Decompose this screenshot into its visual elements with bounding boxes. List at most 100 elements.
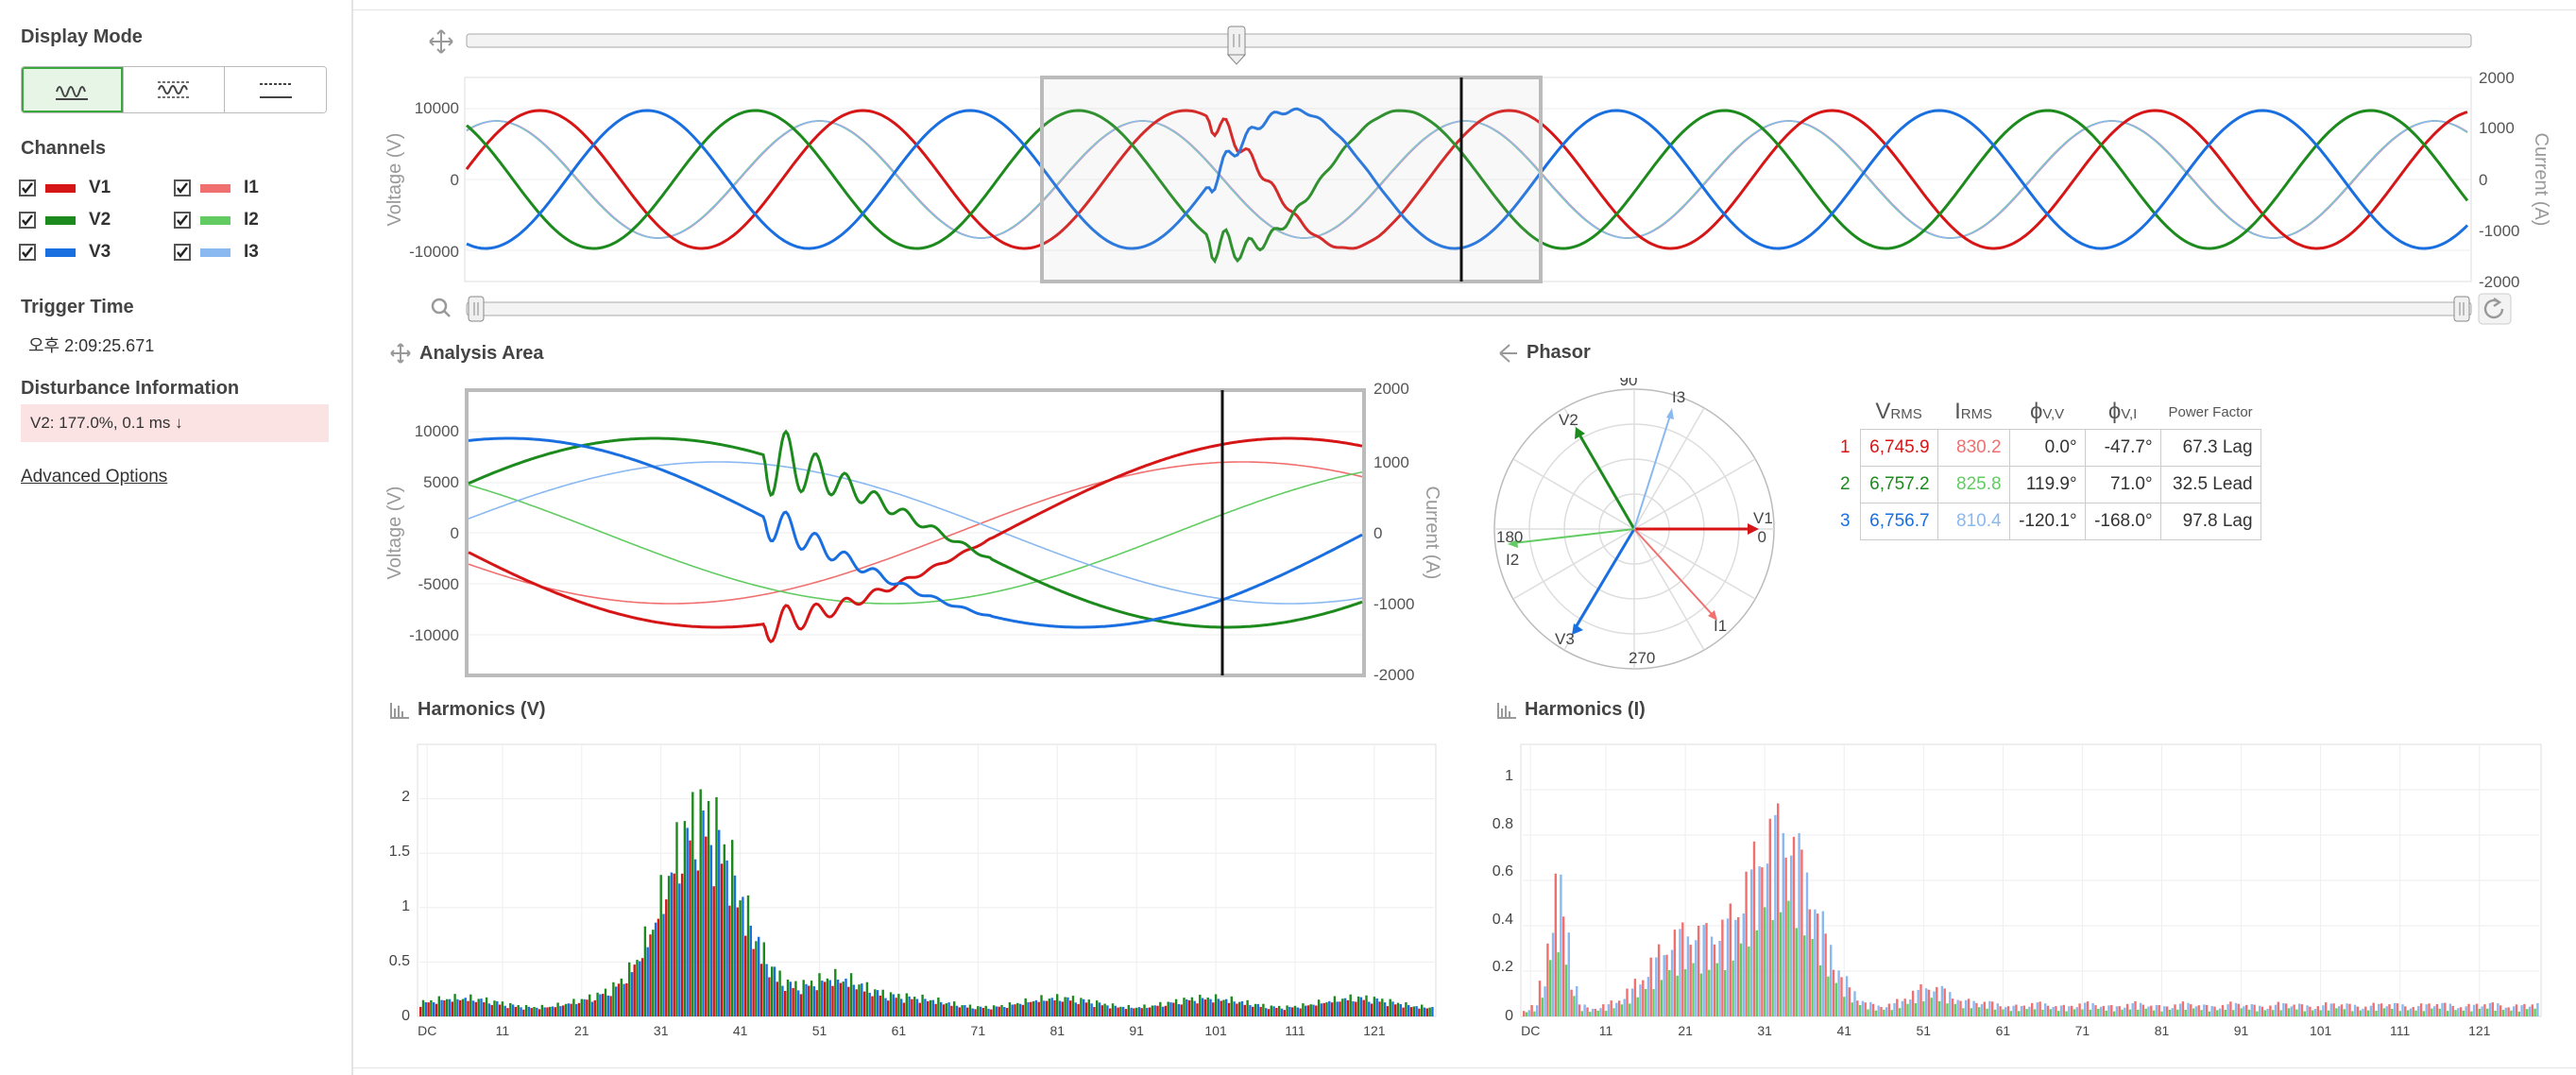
phasor-vector-i3 — [1633, 415, 1671, 530]
zoom-slider-right-handle[interactable] — [2453, 296, 2470, 322]
harmonic-bar — [520, 1007, 522, 1016]
harmonic-bar — [1814, 909, 1817, 1016]
irms-header: IRMS — [1954, 399, 1993, 424]
move-icon[interactable] — [429, 29, 453, 54]
harmonic-bar — [1071, 996, 1075, 1016]
harmonic-bar — [1936, 986, 1938, 1016]
rms-mode-button[interactable] — [123, 67, 226, 112]
harmonics-i-y-tick: 0 — [1505, 1008, 1513, 1024]
checkbox-checked-icon[interactable] — [174, 212, 191, 229]
harmonic-bar — [1657, 944, 1661, 1016]
harmonic-bar — [792, 987, 794, 1016]
position-slider-handle[interactable] — [1226, 26, 1247, 65]
harmonic-bar — [823, 981, 827, 1016]
overview-waveform-panel: 10000 0 -10000 2000 1000 0 -1000 -2000 V… — [384, 26, 2551, 325]
harmonic-bar — [2422, 1011, 2426, 1016]
harmonic-bar — [1306, 1005, 1310, 1016]
phasor-angle-label: 90 — [1620, 378, 1638, 389]
harmonic-bar — [652, 930, 655, 1016]
harmonic-x-tick: 51 — [812, 1023, 827, 1038]
harmonic-bar — [2208, 1011, 2211, 1016]
harmonic-bar — [2213, 1006, 2216, 1016]
harmonic-bar — [1336, 1001, 1339, 1016]
zoom-slider-left-handle[interactable] — [468, 296, 485, 322]
channel-i2[interactable]: I2 — [174, 210, 259, 230]
harmonic-bar — [514, 1006, 518, 1016]
harmonic-bar — [834, 968, 837, 1016]
overview-y-left-tick: 0 — [451, 171, 459, 189]
harmonic-bar — [876, 990, 879, 1016]
harmonic-bar — [1604, 1011, 1608, 1016]
harmonic-bar — [1087, 999, 1090, 1016]
harmonic-bar — [1567, 932, 1570, 1016]
harmonic-bar — [2160, 1011, 2163, 1016]
harmonic-bar — [2385, 1006, 2388, 1016]
checkbox-checked-icon[interactable] — [174, 244, 191, 261]
analysis-y-right-tick: -2000 — [1373, 666, 1414, 684]
table-mode-button[interactable] — [225, 67, 326, 112]
reset-zoom-icon[interactable] — [2478, 293, 2512, 325]
waveform-mode-button[interactable] — [22, 67, 124, 112]
color-swatch — [200, 183, 230, 193]
harmonic-bar — [2300, 1004, 2304, 1016]
harmonic-bar — [2491, 1002, 2494, 1016]
channel-v2[interactable]: V2 — [19, 210, 111, 230]
harmonic-x-tick: 61 — [892, 1023, 907, 1038]
harmonic-bar — [556, 1002, 559, 1016]
harmonic-bar — [1986, 1008, 1988, 1016]
channel-v1[interactable]: V1 — [19, 178, 111, 198]
harmonic-bar — [2391, 1009, 2394, 1016]
color-swatch — [45, 247, 76, 257]
harmonic-bar — [1821, 911, 1824, 1016]
harmonic-bar — [1230, 996, 1233, 1016]
channel-i3[interactable]: I3 — [174, 242, 259, 263]
harmonic-bar — [892, 994, 895, 1016]
harmonic-x-tick: 21 — [574, 1023, 589, 1038]
checkbox-checked-icon[interactable] — [19, 212, 36, 229]
harmonic-bar — [821, 981, 824, 1016]
harmonic-bar — [1180, 1004, 1183, 1016]
harmonic-bar — [1737, 917, 1740, 1016]
harmonic-bar — [2031, 1002, 2034, 1016]
harmonic-bar — [2312, 1010, 2314, 1016]
harmonic-bar — [1356, 996, 1360, 1016]
checkbox-checked-icon[interactable] — [19, 179, 36, 196]
harmonic-bar — [958, 1007, 961, 1016]
phi-vv-value: 119.9° — [2008, 466, 2086, 503]
harmonic-bar — [705, 836, 708, 1016]
harmonic-bar — [2086, 1001, 2090, 1016]
zoom-icon[interactable] — [431, 298, 451, 317]
analysis-window-selector[interactable] — [1040, 76, 1543, 283]
checkbox-checked-icon[interactable] — [19, 244, 36, 261]
harmonic-bar — [1280, 1008, 1284, 1016]
harmonic-bar — [1305, 1005, 1307, 1016]
harmonic-bar — [593, 999, 596, 1016]
channel-label: V3 — [89, 242, 111, 262]
harmonic-bar — [1946, 1003, 1949, 1016]
position-slider-track[interactable] — [466, 33, 2472, 48]
advanced-options-link[interactable]: Advanced Options — [21, 467, 168, 486]
harmonic-bar — [2141, 1004, 2145, 1016]
harmonic-bar — [1633, 979, 1637, 1016]
channel-i1[interactable]: I1 — [174, 178, 259, 198]
harmonic-x-tick: 21 — [1678, 1023, 1693, 1038]
harmonic-bar — [1027, 1002, 1030, 1016]
checkbox-checked-icon[interactable] — [174, 179, 191, 196]
harmonic-bar — [1243, 1004, 1246, 1016]
harmonic-bar — [2115, 1006, 2119, 1016]
harmonic-bar — [501, 1001, 504, 1016]
harmonic-bar — [2488, 1002, 2492, 1016]
harmonic-bar — [620, 978, 623, 1016]
channel-v3[interactable]: V3 — [19, 242, 111, 263]
harmonic-bar — [955, 1005, 959, 1016]
harmonic-bar — [1564, 964, 1568, 1016]
zoom-slider-track[interactable] — [466, 301, 2472, 316]
harmonic-bar — [2184, 1010, 2187, 1016]
harmonic-bar — [2041, 1009, 2044, 1016]
harmonic-bar — [471, 1000, 475, 1016]
harmonic-bar — [1103, 1003, 1106, 1016]
harmonic-bar — [818, 973, 821, 1016]
harmonic-bar — [2393, 1002, 2397, 1016]
harmonic-bar — [908, 996, 911, 1016]
harmonic-bar — [2366, 1010, 2370, 1016]
